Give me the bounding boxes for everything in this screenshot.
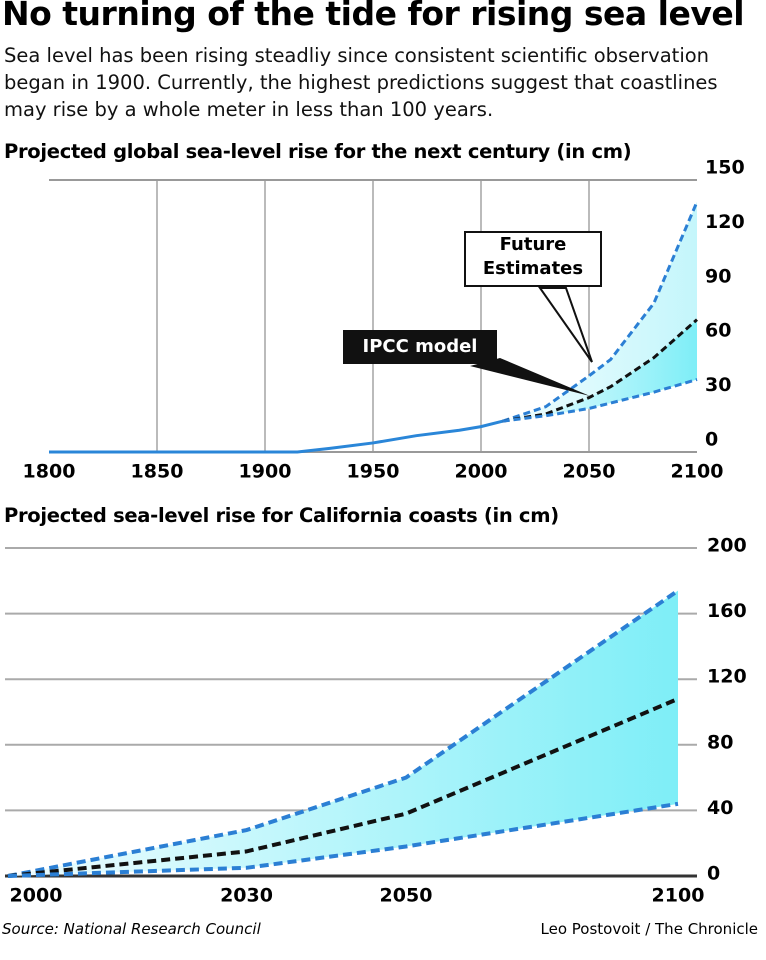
range-band <box>8 590 678 876</box>
global-chart: 1800 1850 1900 1950 2000 2050 2100 0 30 60 90 120 15… <box>23 157 745 483</box>
x-tick-label: 2030 <box>220 885 273 907</box>
annotation: IPCC model <box>343 330 497 364</box>
y-tick-label: 0 <box>707 863 720 885</box>
y-tick-label: 80 <box>707 731 733 753</box>
y-tick-label: 160 <box>707 600 747 622</box>
subtitle: Sea level has been rising steadliy since… <box>4 44 718 121</box>
x-tick-label: 2000 <box>10 885 63 907</box>
y-tick-label: 150 <box>705 157 745 179</box>
x-tick-label: 2100 <box>652 885 705 907</box>
y-tick-label: 60 <box>705 320 731 342</box>
observed-line <box>49 419 503 454</box>
y-tick-label: 30 <box>705 374 731 396</box>
y-tick-label: 120 <box>707 666 747 688</box>
projection-line <box>7 801 679 878</box>
y-tick-label: 200 <box>707 535 747 557</box>
chart-title: Projected global sea-level rise for the … <box>4 140 632 163</box>
projection-line <box>7 697 679 878</box>
y-tick-label: 120 <box>705 211 745 233</box>
x-tick-label: 1850 <box>131 461 184 483</box>
range-band <box>502 319 697 422</box>
chart-title: Projected sea-level rise for California … <box>4 504 559 527</box>
x-tick-label: 1800 <box>23 461 76 483</box>
california-chart: 0 40 80 120 160 200 2000 2030 2050 2100 <box>5 535 747 907</box>
x-tick-label: 2000 <box>455 461 508 483</box>
y-tick-label: 90 <box>705 265 731 287</box>
source: Source: National Research Council <box>2 920 261 938</box>
x-tick-label: 2050 <box>563 461 616 483</box>
y-tick-label: 0 <box>705 429 718 451</box>
x-tick-label: 1950 <box>347 461 400 483</box>
x-tick-label: 2100 <box>671 461 724 483</box>
annotation: Future Estimates <box>464 231 602 287</box>
x-tick-label: 2050 <box>380 885 433 907</box>
y-tick-label: 40 <box>707 797 733 819</box>
callout-pointer <box>538 287 593 363</box>
x-tick-label: 1900 <box>239 461 292 483</box>
projection-line <box>7 588 680 878</box>
projection-line <box>502 201 699 423</box>
title: No turning of the tide for rising sea le… <box>2 0 745 33</box>
projection-line <box>502 378 698 423</box>
callout-pointer <box>470 358 590 396</box>
credit: Leo Postovoit / The Chronicle <box>540 920 759 938</box>
